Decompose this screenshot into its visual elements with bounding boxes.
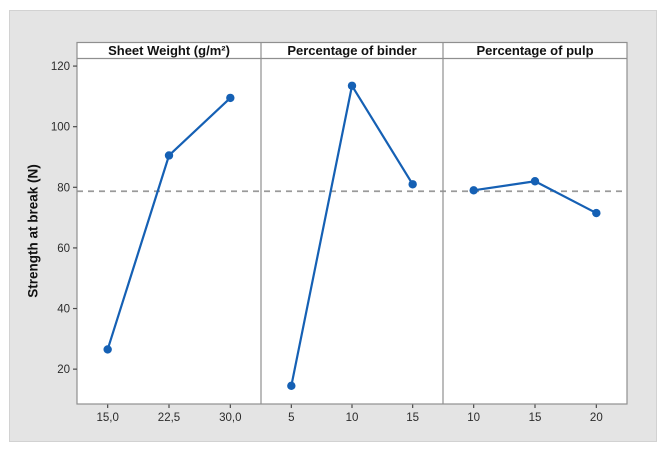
y-tick-label: 120 — [51, 61, 70, 73]
data-point[interactable] — [530, 177, 540, 186]
x-tick-label: 22,5 — [158, 412, 180, 424]
main-effects-plot-figure: 15,0 22,5 30,0 5 10 15 10 15 20 20 40 60 80 100 120 Sh… — [10, 11, 656, 441]
data-point[interactable] — [408, 180, 417, 189]
x-tick-label: 5 — [288, 412, 294, 424]
y-tick-label: 100 — [51, 122, 70, 134]
data-point[interactable] — [226, 93, 235, 103]
x-tick-label: 20 — [590, 412, 603, 424]
y-tick-label: 80 — [57, 182, 70, 194]
chart-svg: 15,0 22,5 30,0 5 10 15 10 15 20 20 40 60 80 100 120 — [51, 41, 628, 424]
data-point[interactable] — [469, 186, 478, 195]
y-tick-label: 40 — [57, 304, 70, 316]
panel-title-percentage-binder: Percentage of binder — [287, 43, 417, 58]
y-tick-label: 60 — [57, 243, 70, 255]
data-point[interactable] — [347, 81, 357, 90]
x-tick-label: 10 — [467, 412, 480, 424]
x-tick-label: 10 — [346, 412, 359, 424]
x-tick-label: 15 — [529, 412, 542, 424]
plot-frame — [76, 41, 628, 405]
x-tick-label: 15 — [406, 412, 419, 424]
data-point[interactable] — [164, 151, 174, 160]
data-point[interactable] — [592, 208, 601, 218]
x-tick-label: 30,0 — [219, 412, 241, 424]
data-point[interactable] — [287, 381, 296, 391]
panel-title-sheet-weight: Sheet Weight (g/m²) — [108, 43, 230, 58]
y-axis-label: Strength at break (N) — [25, 164, 41, 298]
panel-title-percentage-pulp: Percentage of pulp — [476, 43, 594, 58]
y-tick-label: 20 — [57, 364, 70, 376]
x-tick-label: 15,0 — [96, 412, 118, 424]
data-point[interactable] — [103, 345, 112, 354]
plot-background — [77, 42, 627, 404]
